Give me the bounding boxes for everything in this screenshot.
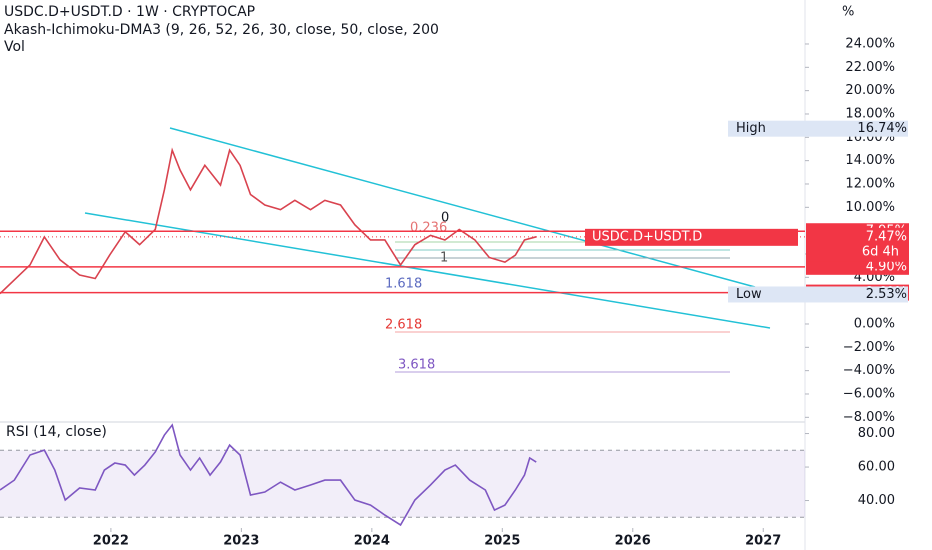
low-text: Low: [736, 287, 762, 302]
rsi-band: [0, 450, 805, 518]
x-tick-label: 2025: [484, 534, 520, 549]
y-tick-label: 12.00%: [845, 176, 895, 191]
high-label: 16.74%: [857, 121, 907, 136]
unit-label: %: [842, 5, 854, 20]
y-tick-label: 18.00%: [845, 106, 895, 121]
x-tick-label: 2023: [223, 534, 259, 549]
last-name-badge: [585, 228, 798, 246]
y-tick-label: 14.00%: [845, 153, 895, 168]
last-name: USDC.D+USDT.D: [592, 229, 702, 244]
fib-label: 1: [440, 251, 448, 266]
level-label: 4.90%: [866, 259, 907, 274]
high-badge: [728, 120, 908, 137]
low-badge: [728, 286, 908, 303]
fib-label: 2.618: [385, 318, 422, 333]
y-tick-label: −6.00%: [843, 386, 895, 401]
y-tick-label: 80.00: [858, 426, 895, 441]
x-tick-label: 2026: [615, 534, 651, 549]
rsi-line: [0, 423, 537, 527]
y-tick-label: 60.00: [858, 460, 895, 475]
y-tick-label: −8.00%: [843, 410, 895, 425]
last-label: 7.47%: [866, 229, 907, 244]
y-tick-label: 0.00%: [854, 316, 895, 331]
y-tick-label: 10.00%: [845, 200, 895, 215]
fib-label: 0: [441, 211, 449, 226]
trend-line: [84, 212, 771, 329]
x-tick-label: 2027: [745, 534, 781, 549]
trend-line: [169, 127, 756, 288]
price-line: [0, 147, 537, 295]
volume-label: Vol: [4, 39, 25, 55]
level-badge: [806, 258, 909, 275]
rsi-title: RSI (14, close): [6, 424, 107, 440]
low-label: 2.53%: [866, 287, 907, 302]
last-badge: [806, 227, 909, 262]
y-tick-label: 40.00: [858, 493, 895, 508]
y-tick-label: 20.00%: [845, 83, 895, 98]
x-tick-label: 2024: [354, 534, 390, 549]
y-tick-label: −2.00%: [843, 340, 895, 355]
y-tick-label: 22.00%: [845, 60, 895, 75]
chart-title: USDC.D+USDT.D · 1W · CRYPTOCAP: [4, 4, 255, 20]
y-tick-label: 24.00%: [845, 36, 895, 51]
countdown: 6d 4h: [862, 244, 899, 259]
fib-label: 0.236: [410, 221, 447, 236]
fib-label: 3.618: [398, 358, 435, 373]
high-text: High: [736, 121, 766, 136]
y-tick-label: −4.00%: [843, 363, 895, 378]
indicator-label: Akash-Ichimoku-DMA3 (9, 26, 52, 26, 30, …: [4, 22, 439, 38]
x-tick-label: 2022: [93, 534, 129, 549]
fib-label: 1.618: [385, 277, 422, 292]
